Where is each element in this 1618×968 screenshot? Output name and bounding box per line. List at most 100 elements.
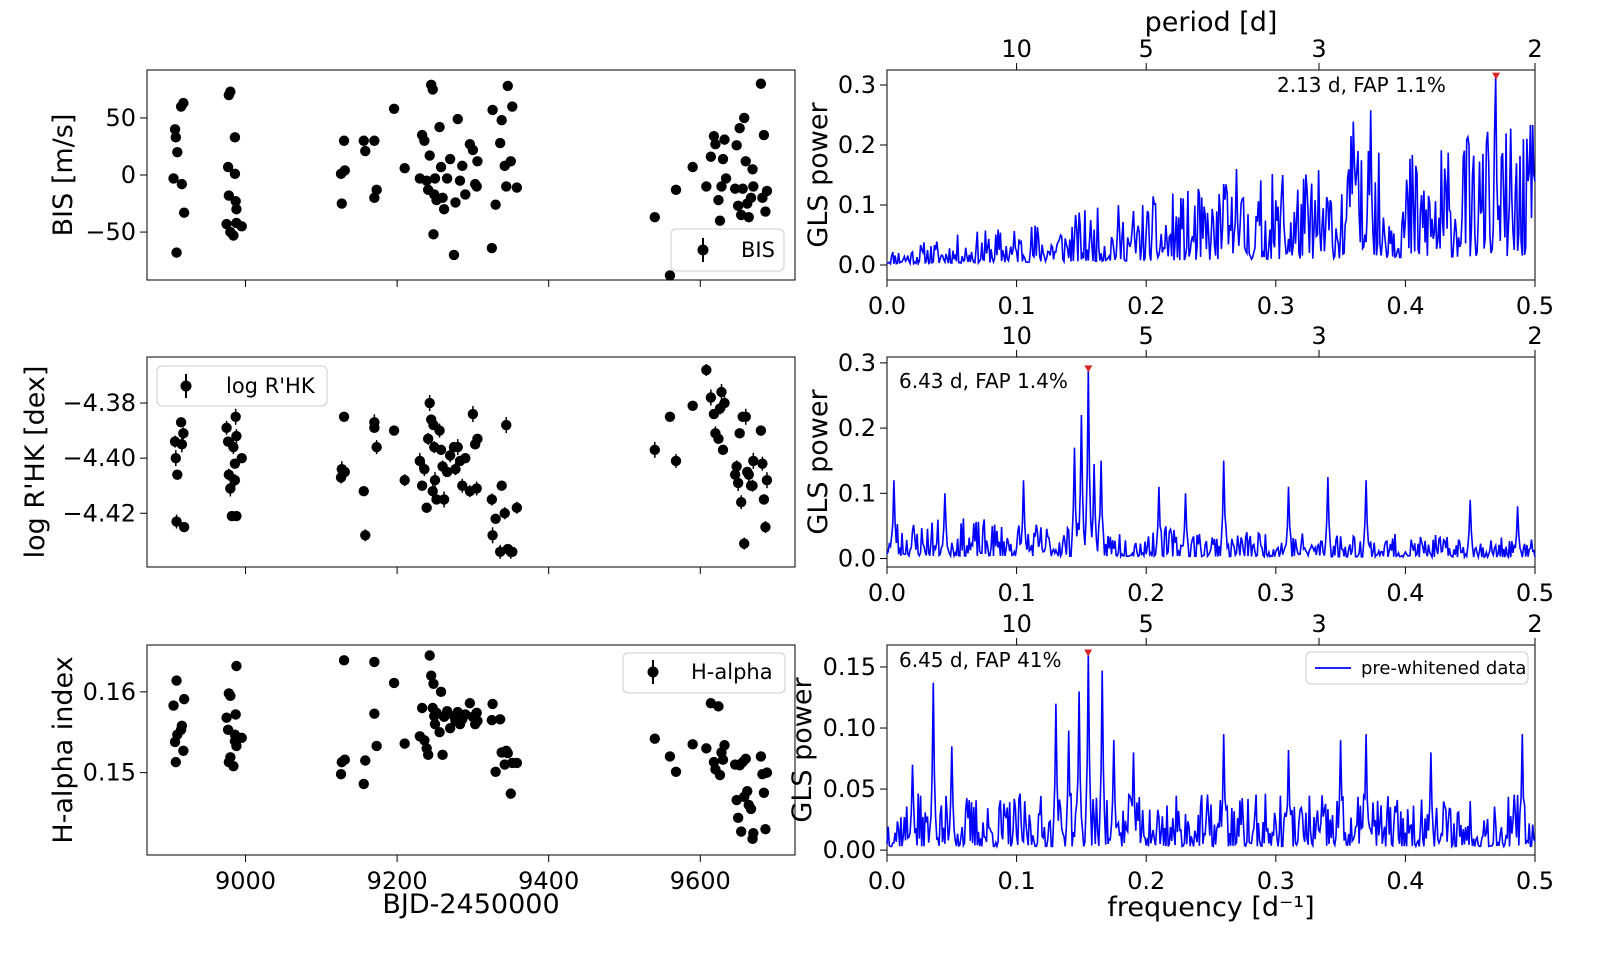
data-point xyxy=(739,538,750,549)
data-point xyxy=(731,461,742,472)
ytick-label: 0.3 xyxy=(838,349,876,377)
data-point xyxy=(437,749,448,761)
ytick-label: 0.00 xyxy=(823,836,876,864)
data-point xyxy=(729,183,741,194)
gls-rhk-xticks: 0.0 0.1 0.2 0.3 0.4 0.5 xyxy=(868,567,1554,607)
data-point xyxy=(229,474,241,486)
halpha-xlabel: BJD-2450000 xyxy=(382,889,559,920)
data-point xyxy=(339,754,351,765)
data-point xyxy=(670,455,682,467)
data-point xyxy=(360,755,371,766)
data-point xyxy=(416,480,428,491)
data-point xyxy=(339,165,351,176)
data-point xyxy=(747,164,758,175)
data-point xyxy=(178,745,189,757)
data-point xyxy=(664,751,676,762)
period-axis-title: period [d] xyxy=(1145,7,1278,38)
xtick-label: 0.5 xyxy=(1516,292,1554,320)
data-point xyxy=(734,123,745,134)
ytick-label: −50 xyxy=(85,218,136,246)
data-point xyxy=(427,84,438,95)
data-point xyxy=(705,392,717,403)
data-point xyxy=(225,86,236,97)
data-point xyxy=(450,197,461,208)
data-point xyxy=(434,425,445,436)
data-point xyxy=(169,124,181,135)
data-point xyxy=(716,181,727,192)
data-point xyxy=(429,474,441,486)
gls-halpha-legend: pre-whitened data xyxy=(1305,651,1529,685)
data-point xyxy=(452,441,463,453)
data-point xyxy=(222,161,234,173)
data-point xyxy=(170,756,181,768)
data-point xyxy=(687,400,698,411)
data-point xyxy=(223,688,235,699)
halpha-legend-box xyxy=(622,652,786,694)
data-point xyxy=(713,433,724,445)
data-point xyxy=(231,510,242,522)
data-point xyxy=(490,766,501,778)
data-point xyxy=(435,444,447,456)
data-point xyxy=(236,732,247,744)
periodogram-line xyxy=(886,369,1536,561)
data-point xyxy=(399,162,410,174)
data-point xyxy=(755,751,767,762)
data-point xyxy=(758,787,770,799)
data-point xyxy=(490,199,501,210)
data-point xyxy=(236,221,247,232)
data-point xyxy=(434,727,445,738)
xtick-label: 0.3 xyxy=(1257,867,1295,895)
ytick-label: 0.15 xyxy=(823,653,876,681)
ytick-label: 0.10 xyxy=(823,714,876,742)
data-point xyxy=(742,785,753,797)
peak-marker xyxy=(1492,72,1501,80)
period-tick-label: 3 xyxy=(1311,35,1326,63)
data-point xyxy=(670,766,682,778)
data-point xyxy=(438,494,450,505)
bis-timeseries-panel: BIS [m/s] 50 0 −50 BIS xyxy=(48,69,796,287)
halpha-yticks: 0.16 0.15 xyxy=(83,678,147,787)
rhk-legend-marker xyxy=(180,380,192,392)
ytick-label: 0.1 xyxy=(838,479,876,507)
gls-halpha-peak-label: 6.45 d, FAP 41% xyxy=(899,648,1062,672)
data-point xyxy=(760,521,771,533)
data-point xyxy=(438,204,450,215)
data-point xyxy=(472,715,483,727)
data-point xyxy=(502,80,513,92)
period-tick-label: 10 xyxy=(1001,35,1032,63)
data-point xyxy=(426,670,437,681)
data-point xyxy=(437,192,448,204)
gls-bis-ylabel: GLS power xyxy=(803,102,834,248)
data-point xyxy=(231,660,242,672)
data-point xyxy=(228,760,239,772)
data-point xyxy=(170,452,181,464)
data-point xyxy=(687,739,698,750)
data-point xyxy=(424,650,435,661)
gls-bis-period-ticks: 10 5 3 2 xyxy=(1001,35,1543,70)
gls-rhk-yticks: 0.0 0.1 0.2 0.3 xyxy=(838,349,887,573)
bis-points xyxy=(168,78,773,281)
ytick-label: 0.3 xyxy=(838,71,876,99)
data-point xyxy=(457,160,468,172)
data-point xyxy=(338,655,350,666)
data-point xyxy=(664,411,676,423)
data-point xyxy=(230,709,241,720)
gls-bis-xticks: 0.0 0.1 0.2 0.3 0.4 0.5 xyxy=(868,280,1554,320)
data-point xyxy=(358,486,369,497)
data-point xyxy=(649,733,660,744)
data-point xyxy=(464,697,476,709)
rhk-legend-label: log R'HK xyxy=(226,374,316,398)
data-point xyxy=(231,204,242,215)
data-point xyxy=(434,121,445,133)
data-point xyxy=(649,212,660,223)
data-point xyxy=(719,397,730,409)
data-point xyxy=(739,112,750,124)
data-point xyxy=(710,138,721,150)
data-point xyxy=(178,521,190,533)
xtick-label: 0.1 xyxy=(998,579,1036,607)
data-point xyxy=(452,113,463,125)
data-point xyxy=(705,151,717,162)
data-point xyxy=(507,546,518,558)
data-point xyxy=(371,740,382,752)
